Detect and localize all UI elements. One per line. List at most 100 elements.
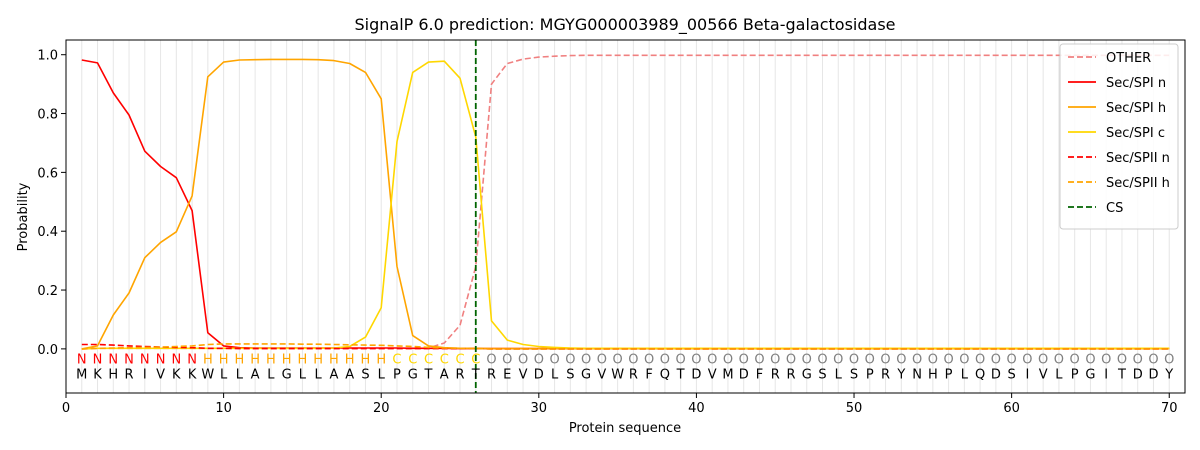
residue-label: K	[172, 367, 181, 382]
residue-label: G	[408, 367, 418, 382]
y-tick-label: 0.4	[37, 225, 58, 240]
region-label: H	[203, 353, 213, 368]
region-label: O	[660, 353, 670, 368]
x-tick-label: 70	[1161, 401, 1178, 416]
residue-label: S	[850, 367, 858, 382]
residue-label: L	[299, 367, 307, 382]
residue-label: L	[551, 367, 559, 382]
residue-label: L	[835, 367, 843, 382]
region-label: O	[549, 353, 559, 368]
region-label: H	[250, 353, 260, 368]
region-label: O	[502, 353, 512, 368]
region-label: O	[1007, 353, 1017, 368]
residue-label: W	[201, 367, 214, 382]
region-label: O	[581, 353, 591, 368]
region-label: O	[676, 353, 686, 368]
region-label: O	[1164, 353, 1174, 368]
residue-label: V	[1039, 367, 1048, 382]
region-label: O	[959, 353, 969, 368]
region-label: C	[424, 353, 433, 368]
residue-label: L	[267, 367, 275, 382]
region-label: H	[282, 353, 292, 368]
residue-label: Y	[1164, 367, 1173, 382]
chart-title: SignalP 6.0 prediction: MGYG000003989_00…	[354, 15, 895, 35]
residue-label: V	[519, 367, 528, 382]
region-label: H	[361, 353, 371, 368]
region-label: O	[1117, 353, 1127, 368]
region-label: N	[171, 353, 181, 368]
residue-label: R	[629, 367, 638, 382]
residue-label: G	[1085, 367, 1095, 382]
region-label: N	[108, 353, 118, 368]
region-label: H	[376, 353, 386, 368]
y-tick-label: 0.0	[37, 343, 58, 358]
residue-label: T	[424, 367, 433, 382]
residue-label: L	[220, 367, 228, 382]
residue-label: W	[611, 367, 624, 382]
legend-label: OTHER	[1106, 51, 1151, 66]
region-label: C	[440, 353, 449, 368]
region-label: O	[1133, 353, 1143, 368]
region-label: O	[739, 353, 749, 368]
region-label: N	[77, 353, 87, 368]
region-label: N	[140, 353, 150, 368]
residue-label: R	[771, 367, 780, 382]
residue-label: M	[76, 367, 87, 382]
residue-label: S	[361, 367, 369, 382]
residue-label: D	[991, 367, 1001, 382]
region-label: O	[597, 353, 607, 368]
residue-label: Q	[660, 367, 670, 382]
residue-label: P	[393, 367, 401, 382]
residue-label: H	[928, 367, 938, 382]
residue-label: G	[282, 367, 292, 382]
residue-label: V	[597, 367, 606, 382]
residue-label: L	[315, 367, 323, 382]
y-tick-label: 1.0	[37, 49, 58, 64]
region-label: O	[565, 353, 575, 368]
residue-label: V	[156, 367, 165, 382]
residue-label: G	[802, 367, 812, 382]
residue-label: R	[881, 367, 890, 382]
residue-label: I	[1025, 367, 1029, 382]
x-axis-label: Protein sequence	[569, 421, 681, 436]
region-label: O	[534, 353, 544, 368]
legend-label: Sec/SPI h	[1106, 101, 1166, 116]
y-tick-label: 0.2	[37, 284, 58, 299]
region-label: O	[817, 353, 827, 368]
x-tick-label: 30	[531, 401, 548, 416]
region-label: C	[455, 353, 464, 368]
region-label: O	[912, 353, 922, 368]
region-label: H	[298, 353, 308, 368]
residue-label: I	[1104, 367, 1108, 382]
residue-label: Q	[975, 367, 985, 382]
residue-label: H	[108, 367, 118, 382]
region-label: O	[928, 353, 938, 368]
x-tick-label: 20	[373, 401, 390, 416]
region-label: O	[644, 353, 654, 368]
residue-label: K	[188, 367, 197, 382]
y-axis-label: Probability	[16, 182, 31, 251]
residue-label: A	[345, 367, 354, 382]
region-label: O	[802, 353, 812, 368]
region-label: O	[1101, 353, 1111, 368]
axes-frame	[65, 39, 1186, 394]
region-label: O	[1038, 353, 1048, 368]
residue-label: M	[722, 367, 733, 382]
region-label: O	[613, 353, 623, 368]
region-label: O	[1022, 353, 1032, 368]
x-tick-label: 50	[846, 401, 863, 416]
region-label: O	[896, 353, 906, 368]
residue-label: A	[251, 367, 260, 382]
region-label: O	[991, 353, 1001, 368]
residue-label: R	[786, 367, 795, 382]
region-label: H	[219, 353, 229, 368]
region-label: O	[833, 353, 843, 368]
residue-label: F	[645, 367, 652, 382]
residue-label: T	[1117, 367, 1126, 382]
region-label: H	[345, 353, 355, 368]
residue-label: A	[329, 367, 338, 382]
region-label: O	[975, 353, 985, 368]
